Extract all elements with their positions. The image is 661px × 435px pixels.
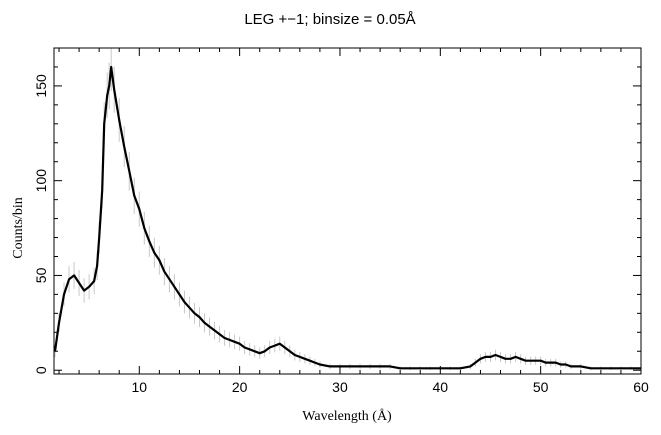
spectrum-series bbox=[53, 65, 641, 370]
x-tick-label: 10 bbox=[132, 379, 148, 395]
y-axis-label: Counts/bin bbox=[11, 197, 26, 258]
plot-frame bbox=[53, 47, 642, 375]
x-tick-label: 40 bbox=[433, 379, 449, 395]
y-tick-label: 100 bbox=[33, 169, 49, 193]
error-bars bbox=[54, 48, 642, 371]
y-tick-label: 150 bbox=[33, 74, 49, 98]
y-axis: 0 50 100 150 bbox=[33, 66, 641, 374]
x-tick-label: 20 bbox=[232, 379, 248, 395]
x-axis-label: Wavelength (Å) bbox=[302, 408, 392, 424]
y-tick-label: 0 bbox=[33, 366, 49, 374]
x-tick-label: 60 bbox=[633, 379, 649, 395]
x-tick-label: 50 bbox=[533, 379, 549, 395]
y-tick-label: 50 bbox=[33, 267, 49, 283]
spectrum-line bbox=[53, 65, 641, 370]
x-axis: 10 20 30 40 50 60 bbox=[58, 48, 649, 395]
x-tick-label: 30 bbox=[332, 379, 348, 395]
chart-title: LEG +−1; binsize = 0.05Å bbox=[244, 11, 415, 28]
